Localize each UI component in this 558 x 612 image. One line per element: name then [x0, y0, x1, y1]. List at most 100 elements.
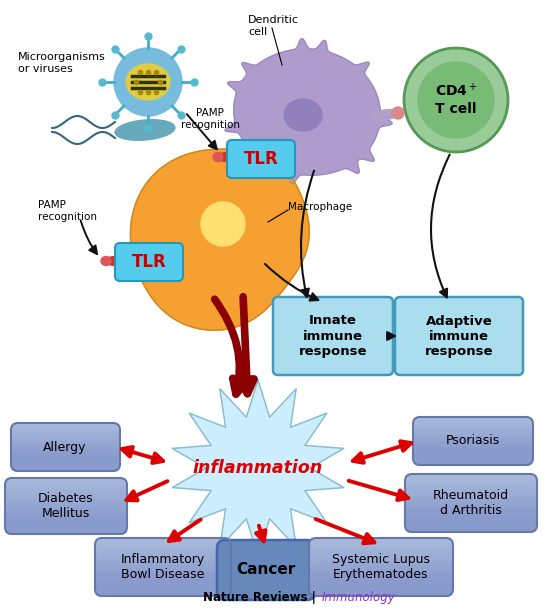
- FancyBboxPatch shape: [309, 551, 453, 568]
- FancyBboxPatch shape: [413, 419, 533, 435]
- FancyBboxPatch shape: [405, 499, 537, 515]
- FancyBboxPatch shape: [5, 479, 127, 496]
- FancyBboxPatch shape: [405, 498, 537, 514]
- FancyBboxPatch shape: [309, 578, 453, 594]
- FancyBboxPatch shape: [5, 481, 127, 497]
- FancyBboxPatch shape: [413, 424, 533, 440]
- FancyBboxPatch shape: [95, 575, 231, 591]
- FancyBboxPatch shape: [405, 509, 537, 526]
- FancyBboxPatch shape: [5, 512, 127, 528]
- FancyBboxPatch shape: [413, 431, 533, 448]
- FancyBboxPatch shape: [405, 493, 537, 510]
- FancyBboxPatch shape: [95, 544, 231, 561]
- Ellipse shape: [284, 99, 322, 131]
- Ellipse shape: [115, 120, 175, 140]
- FancyBboxPatch shape: [5, 489, 127, 506]
- Circle shape: [404, 48, 508, 152]
- Text: Nature Reviews |: Nature Reviews |: [203, 591, 320, 604]
- FancyBboxPatch shape: [11, 456, 120, 472]
- FancyBboxPatch shape: [11, 451, 120, 468]
- FancyBboxPatch shape: [95, 566, 231, 583]
- Text: Macrophage: Macrophage: [288, 202, 352, 212]
- FancyBboxPatch shape: [309, 566, 453, 583]
- FancyBboxPatch shape: [5, 478, 127, 494]
- FancyBboxPatch shape: [405, 496, 537, 512]
- FancyBboxPatch shape: [217, 540, 315, 600]
- FancyBboxPatch shape: [95, 563, 231, 580]
- FancyBboxPatch shape: [309, 576, 453, 592]
- FancyBboxPatch shape: [5, 488, 127, 504]
- FancyBboxPatch shape: [413, 434, 533, 450]
- FancyBboxPatch shape: [95, 551, 231, 568]
- FancyBboxPatch shape: [95, 539, 231, 556]
- Text: TLR: TLR: [132, 253, 166, 271]
- FancyBboxPatch shape: [309, 538, 453, 554]
- FancyBboxPatch shape: [5, 515, 127, 531]
- FancyBboxPatch shape: [5, 491, 127, 507]
- Ellipse shape: [105, 256, 127, 266]
- FancyBboxPatch shape: [405, 494, 537, 511]
- FancyBboxPatch shape: [5, 482, 127, 499]
- FancyBboxPatch shape: [413, 418, 533, 435]
- FancyBboxPatch shape: [95, 538, 231, 554]
- FancyBboxPatch shape: [5, 518, 127, 535]
- Circle shape: [114, 48, 182, 116]
- Text: T cell: T cell: [435, 102, 477, 116]
- FancyBboxPatch shape: [95, 576, 231, 592]
- FancyBboxPatch shape: [413, 420, 533, 436]
- Text: Microorganisms
or viruses: Microorganisms or viruses: [18, 52, 106, 73]
- FancyBboxPatch shape: [309, 550, 453, 566]
- FancyBboxPatch shape: [11, 424, 120, 440]
- FancyBboxPatch shape: [95, 560, 231, 577]
- FancyBboxPatch shape: [309, 544, 453, 561]
- FancyBboxPatch shape: [11, 450, 120, 466]
- FancyBboxPatch shape: [11, 428, 120, 445]
- FancyBboxPatch shape: [5, 513, 127, 529]
- FancyBboxPatch shape: [309, 556, 453, 572]
- FancyBboxPatch shape: [405, 476, 537, 492]
- FancyBboxPatch shape: [11, 440, 120, 456]
- FancyBboxPatch shape: [413, 427, 533, 443]
- FancyBboxPatch shape: [11, 438, 120, 454]
- Ellipse shape: [126, 64, 170, 100]
- FancyBboxPatch shape: [309, 569, 453, 585]
- FancyBboxPatch shape: [11, 431, 120, 447]
- FancyBboxPatch shape: [11, 427, 120, 442]
- FancyBboxPatch shape: [11, 432, 120, 448]
- FancyBboxPatch shape: [395, 297, 523, 375]
- FancyBboxPatch shape: [11, 444, 120, 461]
- Circle shape: [392, 107, 404, 119]
- FancyBboxPatch shape: [405, 484, 537, 501]
- FancyBboxPatch shape: [413, 422, 533, 438]
- FancyBboxPatch shape: [5, 509, 127, 525]
- FancyBboxPatch shape: [309, 545, 453, 562]
- FancyBboxPatch shape: [413, 449, 533, 465]
- FancyBboxPatch shape: [405, 474, 537, 490]
- Ellipse shape: [213, 152, 223, 162]
- Text: Cancer: Cancer: [237, 562, 296, 578]
- FancyBboxPatch shape: [405, 490, 537, 507]
- FancyBboxPatch shape: [405, 488, 537, 505]
- FancyBboxPatch shape: [95, 548, 231, 565]
- FancyBboxPatch shape: [227, 140, 295, 178]
- FancyBboxPatch shape: [405, 481, 537, 498]
- FancyBboxPatch shape: [5, 507, 127, 524]
- FancyBboxPatch shape: [95, 581, 231, 597]
- FancyBboxPatch shape: [95, 559, 231, 575]
- FancyBboxPatch shape: [11, 436, 120, 453]
- FancyBboxPatch shape: [11, 430, 120, 446]
- Ellipse shape: [101, 256, 111, 266]
- Circle shape: [418, 62, 494, 138]
- FancyBboxPatch shape: [95, 572, 231, 588]
- FancyBboxPatch shape: [309, 581, 453, 597]
- FancyBboxPatch shape: [11, 433, 120, 449]
- FancyBboxPatch shape: [309, 563, 453, 580]
- FancyBboxPatch shape: [11, 447, 120, 463]
- FancyBboxPatch shape: [95, 567, 231, 584]
- FancyBboxPatch shape: [405, 505, 537, 521]
- FancyBboxPatch shape: [11, 449, 120, 465]
- Text: TLR: TLR: [244, 150, 278, 168]
- Text: CD4$^+$: CD4$^+$: [435, 83, 477, 100]
- FancyBboxPatch shape: [95, 547, 231, 563]
- FancyBboxPatch shape: [309, 561, 453, 578]
